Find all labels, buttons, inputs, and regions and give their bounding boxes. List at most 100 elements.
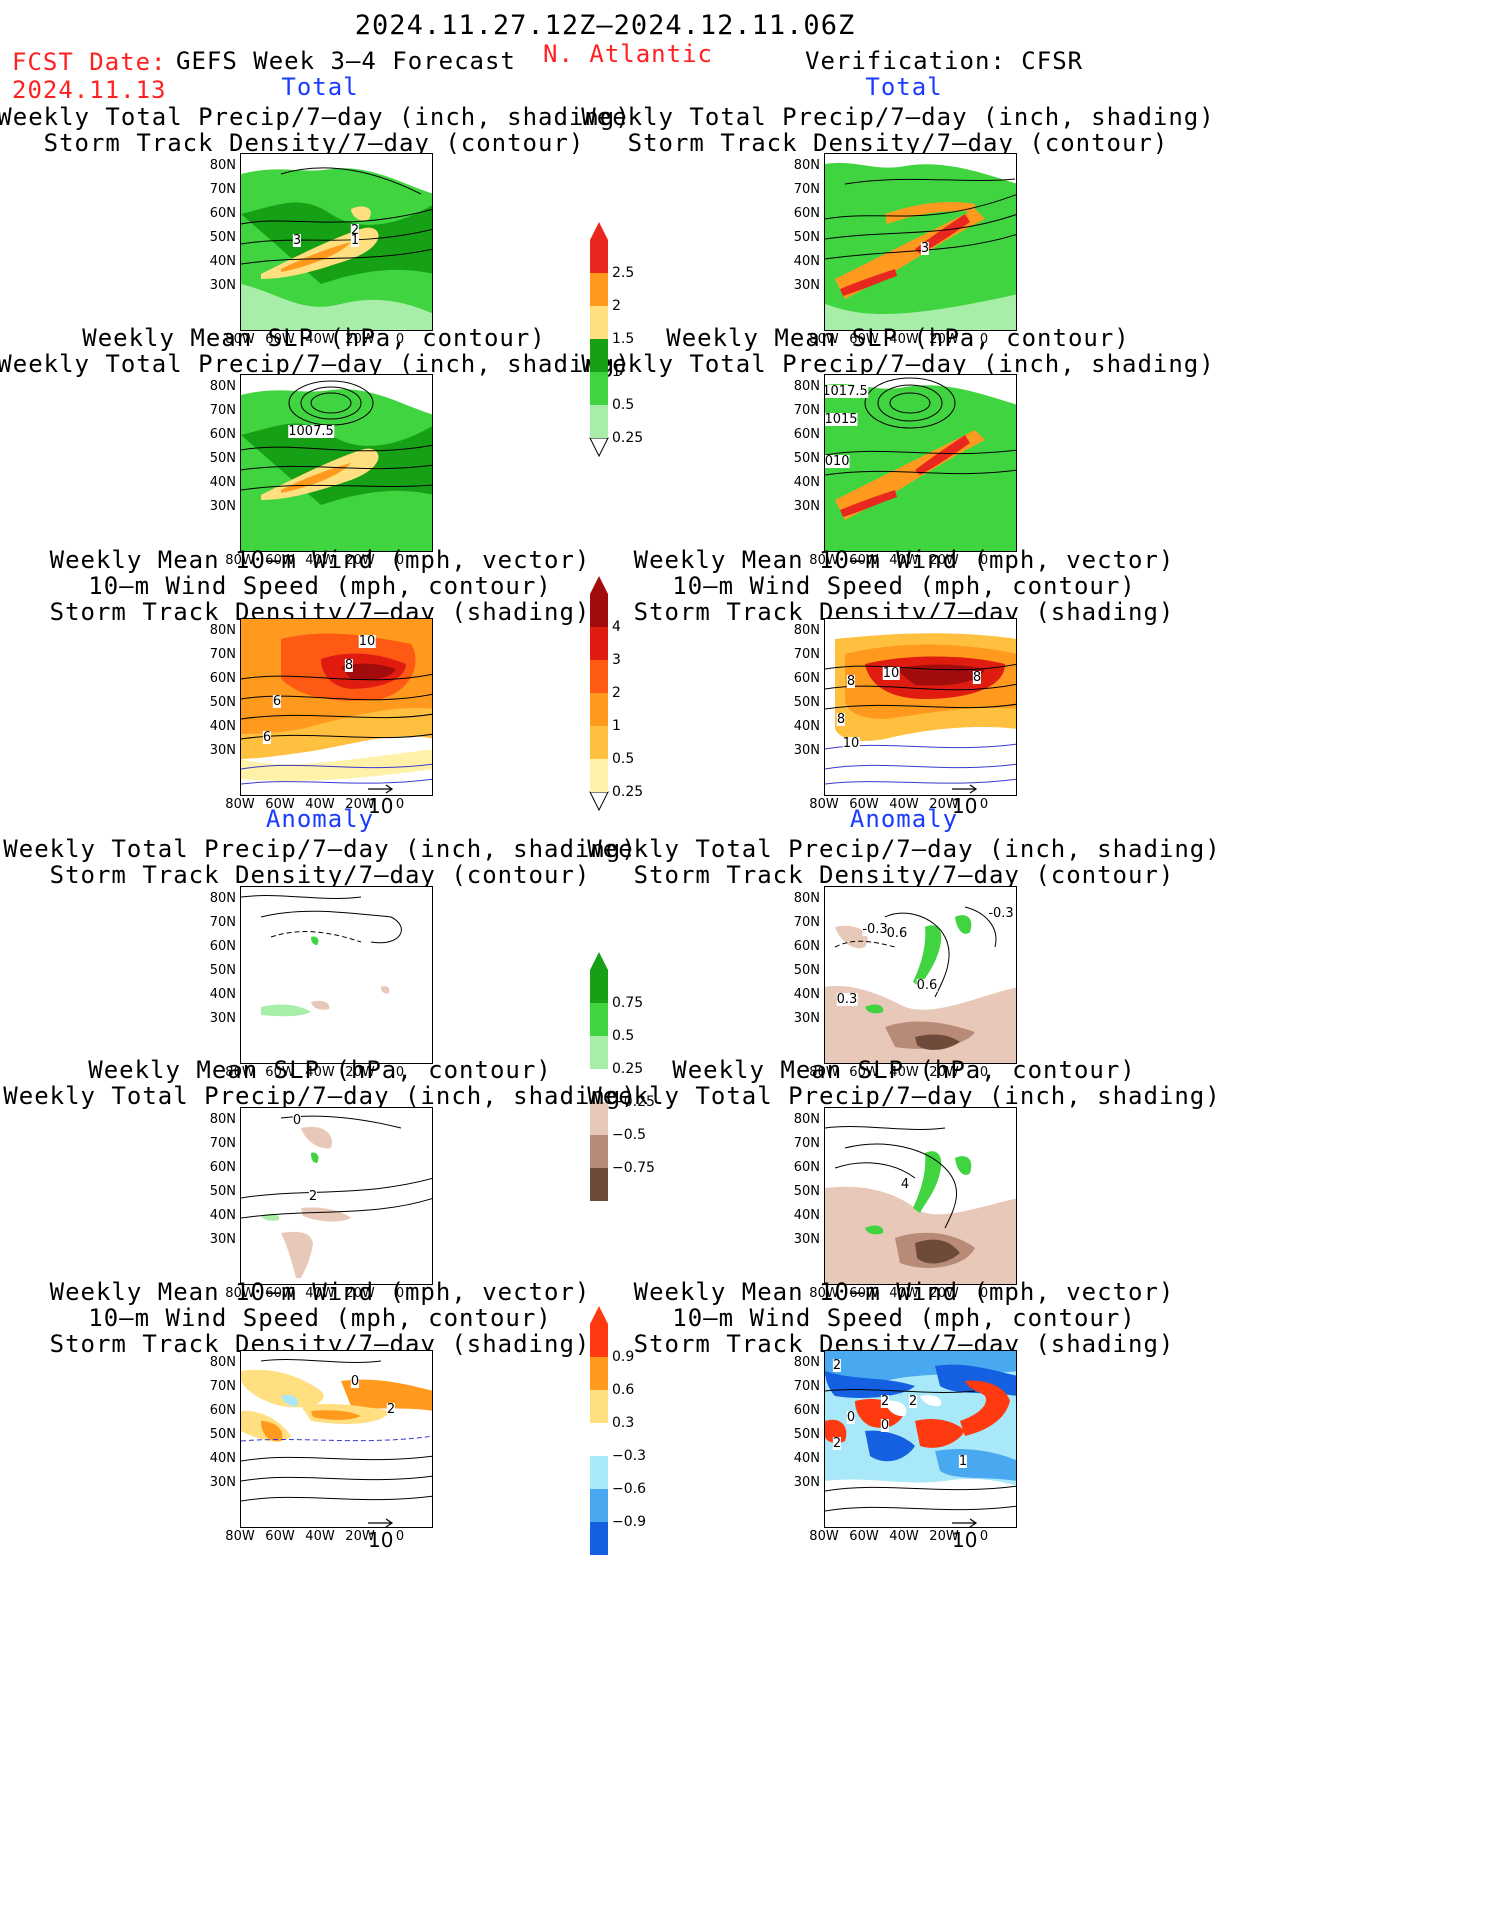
lon-tick-label: 40W <box>889 332 919 347</box>
lat-tick-label: 40N <box>209 1451 236 1466</box>
lat-tick-label: 30N <box>209 1232 236 1247</box>
lat-tick-label: 70N <box>793 647 820 662</box>
vector-reference-label: 10 <box>368 794 394 818</box>
contour-label: -0.3 <box>862 922 888 937</box>
panel-title-r4-right: Weekly Total Precip/7–day (inch, shading… <box>587 836 1220 888</box>
lat-tick-label: 70N <box>209 1379 236 1394</box>
lon-tick-label: 20W <box>345 797 375 812</box>
lon-tick-label: 80W <box>225 1286 255 1301</box>
contour-label: 0 <box>292 1113 302 1128</box>
colorbar-label: 3 <box>612 652 621 668</box>
contour-label: 0.3 <box>836 992 858 1007</box>
lon-tick-label: 60W <box>265 332 295 347</box>
lon-tick-label: 0 <box>395 797 405 812</box>
colorbar-label: 0.25 <box>612 1061 644 1077</box>
panel-title-r3-left: Weekly Mean 10–m Wind (mph, vector) 10–m… <box>50 547 591 625</box>
lon-tick-label: 60W <box>265 1065 295 1080</box>
lat-tick-label: 80N <box>793 1112 820 1127</box>
lon-tick-label: 0 <box>979 332 989 347</box>
map-shading <box>825 1108 1016 1284</box>
lat-tick-label: 60N <box>793 427 820 442</box>
lon-tick-label: 20W <box>929 1529 959 1544</box>
lon-tick-label: 60W <box>265 1529 295 1544</box>
lat-tick-label: 50N <box>793 1184 820 1199</box>
colorbar-segment <box>590 660 608 693</box>
lat-tick-label: 80N <box>793 158 820 173</box>
lat-tick-label: 50N <box>209 451 236 466</box>
vector-reference-r3-left: 10 <box>368 784 394 818</box>
panel-title-line: Storm Track Density/7–day (contour) <box>43 129 585 157</box>
lon-tick-label: 80W <box>809 332 839 347</box>
lat-tick-label: 80N <box>209 623 236 638</box>
vector-reference-label: 10 <box>952 1528 978 1552</box>
lon-tick-label: 60W <box>265 1286 295 1301</box>
lat-tick-label: 50N <box>209 963 236 978</box>
map-r4-right: -0.3 0.6 0.6 0.3 -0.3 <box>824 886 1017 1064</box>
arrow-right-icon <box>952 784 978 794</box>
panel-title-line: Weekly Total Precip/7–day (inch, shading… <box>587 835 1221 863</box>
section-total-left: Total <box>281 73 359 101</box>
contour-label: 1 <box>958 1454 968 1469</box>
lat-tick-label: 40N <box>209 475 236 490</box>
lat-tick-label: 50N <box>209 230 236 245</box>
colorbar-label: 2 <box>612 685 621 701</box>
lon-tick-label: 40W <box>889 797 919 812</box>
map-shading <box>825 1351 1016 1527</box>
contour-label: 8 <box>344 658 354 673</box>
contour-label: 10 <box>842 736 860 751</box>
colorbar-segment <box>590 594 608 627</box>
lon-tick-label: 60W <box>265 797 295 812</box>
panel-title-r6-left: Weekly Mean 10–m Wind (mph, vector) 10–m… <box>50 1279 591 1357</box>
lat-tick-label: 50N <box>209 695 236 710</box>
map-r6-left: 0 2 <box>240 1350 433 1528</box>
contour-label: 1007.5 <box>288 424 334 439</box>
map-shading <box>241 1108 432 1284</box>
lon-tick-label: 40W <box>305 553 335 568</box>
contour-label: 8 <box>972 670 982 685</box>
contour-label: 2 <box>350 223 360 238</box>
lon-tick-label: 80W <box>225 797 255 812</box>
lat-tick-label: 30N <box>209 499 236 514</box>
panel-title-r1-right: Weekly Total Precip/7–day (inch, shading… <box>581 104 1214 156</box>
lon-tick-label: 60W <box>849 553 879 568</box>
map-shading <box>825 375 1016 551</box>
lon-tick-label: 80W <box>225 553 255 568</box>
colorbar-segment <box>590 339 608 372</box>
vector-reference-r6-right: 10 <box>952 1518 978 1552</box>
lat-tick-label: 70N <box>209 915 236 930</box>
lon-tick-label: 0 <box>395 1529 405 1544</box>
map-shading <box>241 375 432 551</box>
panel-title-line: Weekly Mean SLP (hPa, contour) <box>88 1056 552 1084</box>
map-r4-left <box>240 886 433 1064</box>
colorbar-label: −0.25 <box>612 1094 655 1110</box>
lat-tick-label: 40N <box>793 719 820 734</box>
lat-tick-label: 30N <box>793 1475 820 1490</box>
colorbar-label: 1 <box>612 718 621 734</box>
map-r3-right: 10 8 8 8 10 <box>824 618 1017 796</box>
lon-tick-label: 80W <box>225 1529 255 1544</box>
lat-tick-label: 40N <box>793 987 820 1002</box>
lon-tick-label: 20W <box>929 553 959 568</box>
panel-title-line: 10–m Wind Speed (mph, contour) <box>672 1304 1136 1332</box>
colorbar-segment <box>590 970 608 1003</box>
colorbar-segment <box>590 1036 608 1069</box>
colorbar-segment <box>590 1324 608 1357</box>
lat-tick-label: 70N <box>793 403 820 418</box>
colorbar-label: 0.5 <box>612 397 635 413</box>
panel-title-line: 10–m Wind Speed (mph, contour) <box>88 572 552 600</box>
colorbar-label: 0.5 <box>612 751 635 767</box>
panel-title-line: Weekly Mean 10–m Wind (mph, vector) <box>633 546 1175 574</box>
panel-title-line: Weekly Total Precip/7–day (inch, shading… <box>0 350 631 378</box>
lat-tick-label: 80N <box>793 1355 820 1370</box>
lat-tick-label: 50N <box>793 695 820 710</box>
lat-tick-label: 60N <box>209 427 236 442</box>
colorbar-label: 0.25 <box>612 430 644 446</box>
lat-tick-label: 50N <box>209 1184 236 1199</box>
panel-title-line: Weekly Mean SLP (hPa, contour) <box>82 324 546 352</box>
fcst-date-value: 2024.11.13 <box>12 76 167 104</box>
colorbar-segment <box>590 1522 608 1555</box>
lat-tick-label: 30N <box>793 278 820 293</box>
lat-tick-label: 70N <box>793 1136 820 1151</box>
